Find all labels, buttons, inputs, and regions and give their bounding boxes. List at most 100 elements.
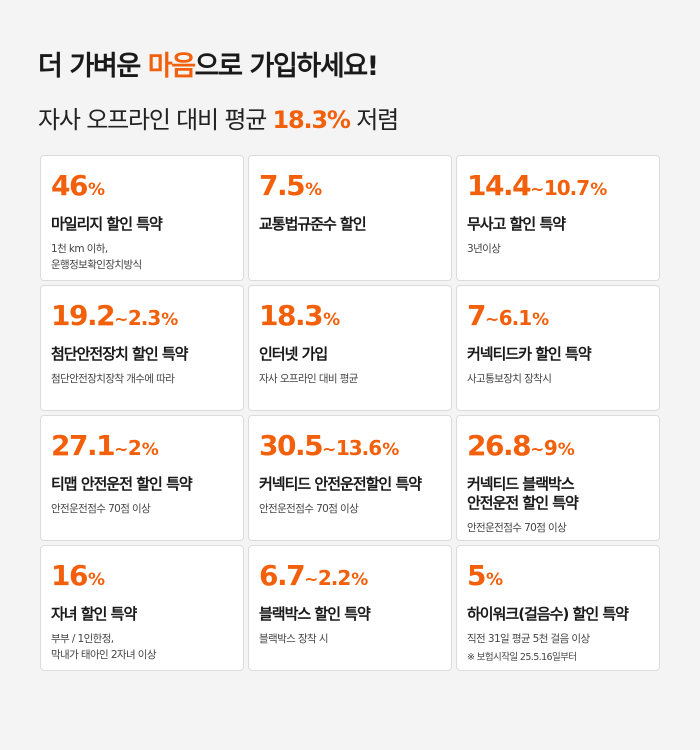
card-desc-line-2: 운행정보확인장치방식 xyxy=(51,259,142,271)
rate-separator: ~ xyxy=(114,440,128,460)
discount-rate: 16% xyxy=(51,559,233,597)
rate-separator: ~ xyxy=(304,570,318,590)
rate-separator: ~ xyxy=(530,440,544,460)
card-description: 직전 31일 평균 5천 걸음 이상 xyxy=(467,631,649,647)
discount-card-blackbox: 6.7~2.2% 블랙박스 할인 특약 블랙박스 장착 시 xyxy=(248,545,452,671)
discount-rate: 30.5~13.6% xyxy=(259,429,441,467)
subline-accent: 18.3% xyxy=(272,106,351,134)
rate-separator: ~ xyxy=(322,440,336,460)
rate-main: 7 xyxy=(467,299,486,332)
discount-rate: 26.8~9% xyxy=(467,429,649,467)
rate-sub: 2.2 xyxy=(317,566,351,590)
card-title: 커넥티드 블랙박스 안전운전 할인 특약 xyxy=(467,475,649,513)
rate-main: 7.5 xyxy=(259,169,306,202)
discount-card-no-accident: 14.4~10.7% 무사고 할인 특약 3년이상 xyxy=(456,155,660,281)
rate-main: 18.3 xyxy=(259,299,324,332)
card-title-line: 교통법규준수 할인 xyxy=(259,215,367,233)
card-title: 하이워크(걸음수) 할인 특약 xyxy=(467,605,649,624)
card-description: 부부 / 1인한정, 막내가 태아인 2자녀 이상 xyxy=(51,631,233,663)
discount-card-tmap: 27.1~2% 티맵 안전운전 할인 특약 안전운전점수 70점 이상 xyxy=(40,415,244,541)
discount-card-connected-blackbox: 26.8~9% 커넥티드 블랙박스 안전운전 할인 특약 안전운전점수 70점 이… xyxy=(456,415,660,541)
card-description: 안전운전점수 70점 이상 xyxy=(259,501,441,517)
card-title-line: 블랙박스 할인 특약 xyxy=(259,605,371,623)
card-description: 안전운전점수 70점 이상 xyxy=(467,520,649,536)
card-desc-line: 안전운전점수 70점 이상 xyxy=(259,503,359,515)
card-description: 자사 오프라인 대비 평균 xyxy=(259,371,441,387)
card-note: ※ 보험시작일 25.5.16일부터 xyxy=(467,652,577,663)
card-title: 블랙박스 할인 특약 xyxy=(259,605,441,624)
discount-grid: 46% 마일리지 할인 특약 1천 km 이하, 운행정보확인장치방식 7.5% … xyxy=(40,155,660,671)
discount-rate: 7.5% xyxy=(259,169,441,207)
card-title-line: 티맵 안전운전 할인 특약 xyxy=(51,475,193,493)
rate-unit: % xyxy=(485,570,504,590)
discount-card-traffic: 7.5% 교통법규준수 할인 xyxy=(248,155,452,281)
card-title: 교통법규준수 할인 xyxy=(259,215,441,234)
rate-main: 19.2 xyxy=(51,299,116,332)
card-title-line: 하이워크(걸음수) 할인 특약 xyxy=(467,605,629,623)
card-title-line: 첨단안전장치 할인 특약 xyxy=(51,345,188,363)
card-title-line: 커넥티드카 할인 특약 xyxy=(467,345,592,363)
card-title: 자녀 할인 특약 xyxy=(51,605,233,624)
card-description: 첨단안전장치장착 개수에 따라 xyxy=(51,371,233,387)
discount-rate: 14.4~10.7% xyxy=(467,169,649,207)
card-title: 커넥티드 안전운전할인 특약 xyxy=(259,475,441,494)
card-desc-line-2: 막내가 태아인 2자녀 이상 xyxy=(51,649,157,661)
subline-text-2: 저렴 xyxy=(349,106,399,134)
rate-unit: % xyxy=(382,440,400,460)
card-title-line: 무사고 할인 특약 xyxy=(467,215,566,233)
rate-unit: % xyxy=(87,180,106,200)
card-desc-line: 첨단안전장치장착 개수에 따라 xyxy=(51,373,175,385)
rate-separator: ~ xyxy=(530,180,544,200)
headline-text-2: 으로 가입하세요! xyxy=(194,51,379,82)
card-desc-line: 3년이상 xyxy=(467,243,501,255)
rate-sub: 2 xyxy=(127,436,142,460)
card-title-line: 커넥티드 안전운전할인 특약 xyxy=(259,475,422,493)
rate-main: 5 xyxy=(467,559,486,592)
rate-separator: ~ xyxy=(114,310,128,330)
card-desc-line: 안전운전점수 70점 이상 xyxy=(51,503,151,515)
card-title-line: 인터넷 가입 xyxy=(259,345,328,363)
rate-unit: % xyxy=(161,310,179,330)
discount-rate: 27.1~2% xyxy=(51,429,233,467)
headline-text-1: 더 가벼운 xyxy=(38,51,148,82)
card-title: 마일리지 할인 특약 xyxy=(51,215,233,234)
discount-rate: 18.3% xyxy=(259,299,441,337)
rate-unit: % xyxy=(87,570,106,590)
headline: 더 가벼운 마음으로 가입하세요! xyxy=(38,44,379,83)
card-desc-line: 직전 31일 평균 5천 걸음 이상 xyxy=(467,633,590,645)
discount-card-mileage: 46% 마일리지 할인 특약 1천 km 이하, 운행정보확인장치방식 xyxy=(40,155,244,281)
rate-unit: % xyxy=(141,440,159,460)
card-desc-line: 1천 km 이하, xyxy=(51,243,108,255)
discount-card-connected-car: 7~6.1% 커넥티드카 할인 특약 사고통보장치 장착시 xyxy=(456,285,660,411)
discount-card-children: 16% 자녀 할인 특약 부부 / 1인한정, 막내가 태아인 2자녀 이상 xyxy=(40,545,244,671)
rate-main: 46 xyxy=(51,169,88,202)
discount-rate: 7~6.1% xyxy=(467,299,649,337)
rate-unit: % xyxy=(557,440,575,460)
rate-unit: % xyxy=(323,310,341,330)
card-desc-line: 자사 오프라인 대비 평균 xyxy=(259,373,358,385)
card-desc-line: 안전운전점수 70점 이상 xyxy=(467,522,567,534)
rate-sub: 6.1 xyxy=(498,306,532,330)
subline: 자사 오프라인 대비 평균 18.3% 저렴 xyxy=(38,100,399,135)
card-desc-line: 부부 / 1인한정, xyxy=(51,633,114,645)
rate-main: 30.5 xyxy=(259,429,324,462)
rate-main: 14.4 xyxy=(467,169,532,202)
discount-rate: 6.7~2.2% xyxy=(259,559,441,597)
card-title: 커넥티드카 할인 특약 xyxy=(467,345,649,364)
rate-main: 26.8 xyxy=(467,429,532,462)
card-description: 안전운전점수 70점 이상 xyxy=(51,501,233,517)
subline-text-1: 자사 오프라인 대비 평균 xyxy=(38,106,273,134)
rate-main: 27.1 xyxy=(51,429,116,462)
headline-accent: 마음 xyxy=(147,51,196,82)
card-title-line: 마일리지 할인 특약 xyxy=(51,215,163,233)
card-title-line: 자녀 할인 특약 xyxy=(51,605,137,623)
card-description: 블랙박스 장착 시 xyxy=(259,631,441,647)
discount-card-advanced-safety: 19.2~2.3% 첨단안전장치 할인 특약 첨단안전장치장착 개수에 따라 xyxy=(40,285,244,411)
card-title: 첨단안전장치 할인 특약 xyxy=(51,345,233,364)
discount-card-hiwalk: 5% 하이워크(걸음수) 할인 특약 직전 31일 평균 5천 걸음 이상 ※ … xyxy=(456,545,660,671)
discount-rate: 46% xyxy=(51,169,233,207)
rate-main: 6.7 xyxy=(259,559,306,592)
rate-unit: % xyxy=(351,570,369,590)
card-title-line-2: 안전운전 할인 특약 xyxy=(467,494,579,512)
rate-separator: ~ xyxy=(484,310,499,330)
